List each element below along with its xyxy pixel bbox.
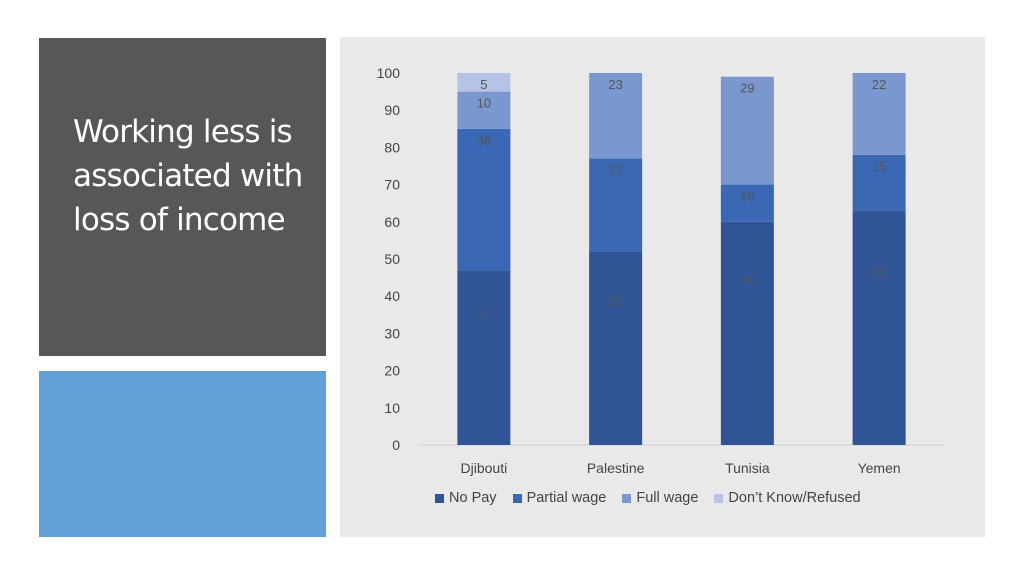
legend-swatch xyxy=(714,493,724,503)
accent-panel xyxy=(39,371,326,537)
bar-segment xyxy=(852,210,906,445)
legend-label: Partial wage xyxy=(526,490,607,506)
bar-segment xyxy=(589,73,643,159)
y-tick-label: 80 xyxy=(384,139,400,155)
bar-segment xyxy=(720,184,774,222)
legend-item: No Pay xyxy=(435,490,497,506)
data-label: 38 xyxy=(477,133,491,148)
y-tick-label: 90 xyxy=(384,102,400,118)
legend-swatch xyxy=(622,493,632,503)
data-label: 63 xyxy=(872,264,886,279)
title-panel: Working less is associated with loss of … xyxy=(39,38,326,356)
data-label: 10 xyxy=(477,96,491,111)
data-label: 22 xyxy=(872,77,886,92)
y-tick-label: 40 xyxy=(384,288,400,304)
data-label: 47 xyxy=(477,307,491,322)
bar-segment xyxy=(589,251,643,445)
data-label: 60 xyxy=(740,272,754,287)
data-label: 25 xyxy=(608,163,622,178)
legend-item: Partial wage xyxy=(512,490,607,506)
bar-segment xyxy=(589,158,643,252)
slide-title: Working less is associated with loss of … xyxy=(73,114,303,238)
bar-segment xyxy=(720,76,774,185)
y-tick-label: 60 xyxy=(384,214,400,230)
x-category-label: Tunisia xyxy=(725,460,770,476)
y-tick-label: 70 xyxy=(384,177,400,193)
y-tick-label: 100 xyxy=(377,65,401,81)
x-category-label: Palestine xyxy=(587,460,645,476)
bar-segment xyxy=(852,154,906,211)
chart-panel: 0 10 20 30 40 50 60 70 80 90 100 47 38 10 5 Djibouti 52 2… xyxy=(340,37,985,537)
legend-label: Full wage xyxy=(636,490,699,506)
data-label: 29 xyxy=(740,81,754,96)
data-label: 5 xyxy=(480,77,487,92)
chart-legend: No Pay Partial wage Full wage Don’t Know/Re… xyxy=(435,488,861,508)
bar-segment xyxy=(852,73,906,155)
legend-item: Full wage xyxy=(622,490,698,506)
stacked-bar-chart: 0 10 20 30 40 50 60 70 80 90 100 47 38 10 5 Djibouti 52 2… xyxy=(377,65,945,476)
bar-segment xyxy=(457,73,511,92)
y-tick-label: 0 xyxy=(392,437,400,453)
data-label: 15 xyxy=(872,159,886,174)
data-label: 52 xyxy=(608,294,622,309)
data-label: 10 xyxy=(740,189,754,204)
legend-swatch xyxy=(512,493,522,503)
bar-segment xyxy=(720,221,774,445)
bar-segment xyxy=(457,91,511,129)
y-tick-label: 50 xyxy=(384,251,400,267)
legend-label: No Pay xyxy=(449,490,497,506)
legend-item: Don’t Know/Refused xyxy=(714,490,861,506)
legend-label: Don’t Know/Refused xyxy=(728,490,861,506)
legend-swatch xyxy=(435,493,444,503)
bar-segment xyxy=(457,128,511,271)
bar-segment xyxy=(457,270,511,445)
y-tick-label: 20 xyxy=(384,363,400,379)
data-label: 23 xyxy=(608,77,622,92)
y-tick-label: 30 xyxy=(384,325,400,341)
x-category-label: Yemen xyxy=(858,460,901,476)
y-tick-label: 10 xyxy=(384,400,400,416)
x-category-label: Djibouti xyxy=(461,460,508,476)
